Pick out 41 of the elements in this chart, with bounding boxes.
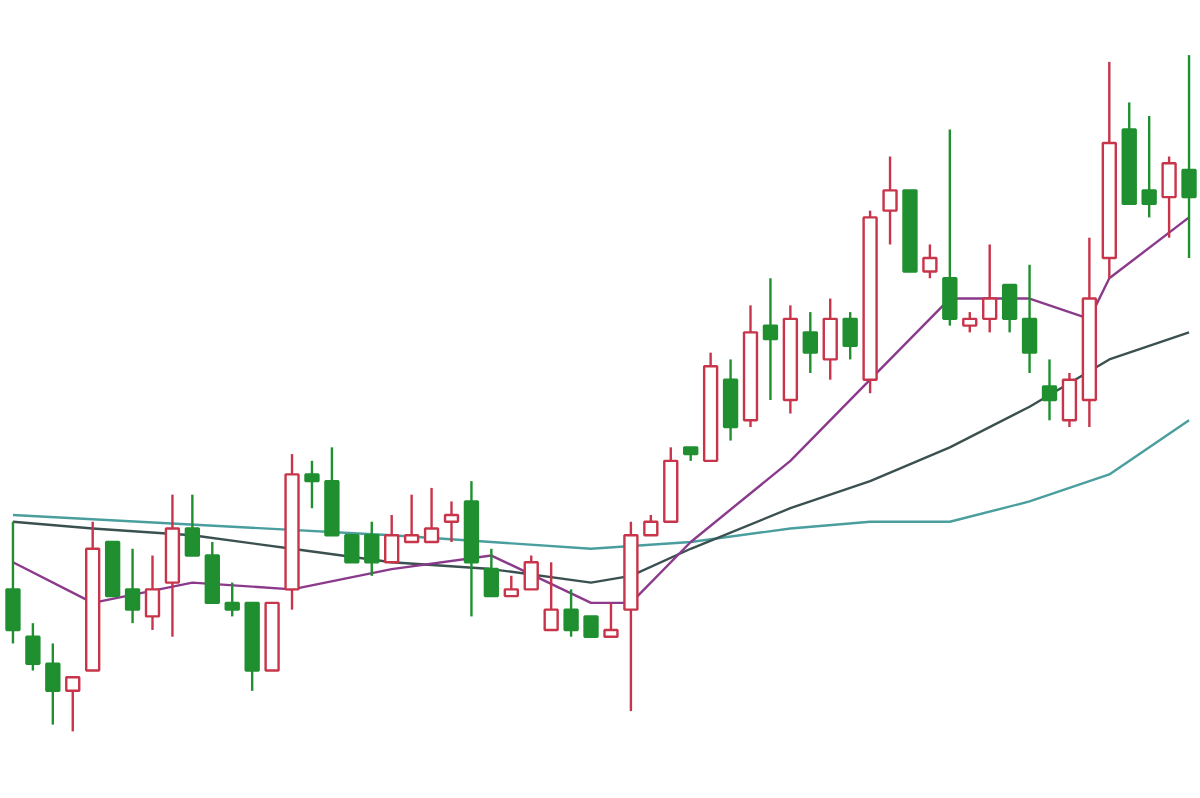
candlestick — [364, 520, 380, 578]
candlestick — [184, 493, 201, 557]
candlestick — [483, 547, 500, 598]
candlestick — [543, 561, 559, 632]
candlestick — [1061, 371, 1078, 429]
candlestick — [822, 297, 838, 381]
candlestick — [1161, 155, 1177, 239]
candlestick — [344, 534, 360, 564]
candlestick — [144, 554, 161, 632]
candlestick — [124, 547, 141, 625]
candlestick — [842, 310, 858, 361]
candlestick — [523, 554, 539, 591]
candlestick — [1141, 114, 1157, 219]
candlestick — [942, 128, 958, 327]
candlestick — [45, 642, 61, 726]
candlestick — [1001, 283, 1018, 334]
candlestick — [65, 676, 81, 733]
candlestick — [962, 310, 978, 334]
candlestick — [583, 615, 599, 638]
candlestick — [1041, 358, 1058, 422]
candlestick — [1021, 263, 1038, 375]
candlestick — [503, 574, 519, 598]
candlestick — [563, 588, 579, 638]
candlestick — [423, 486, 440, 544]
candlestick — [643, 513, 659, 537]
candlestick — [982, 243, 998, 334]
candlestick — [5, 520, 21, 645]
candlestick — [882, 155, 898, 246]
candlestick — [802, 310, 818, 375]
candlestick — [25, 621, 41, 672]
candlestick — [1181, 53, 1197, 260]
candlestick — [204, 540, 220, 605]
candlestick — [922, 243, 938, 280]
candlestick — [304, 459, 320, 510]
candlestick — [762, 277, 779, 402]
candlestick — [403, 493, 420, 544]
candlestick — [443, 500, 460, 544]
candlestick — [384, 513, 400, 564]
candlestick — [603, 601, 619, 638]
candlestick — [722, 358, 739, 442]
candlestick — [224, 581, 240, 618]
